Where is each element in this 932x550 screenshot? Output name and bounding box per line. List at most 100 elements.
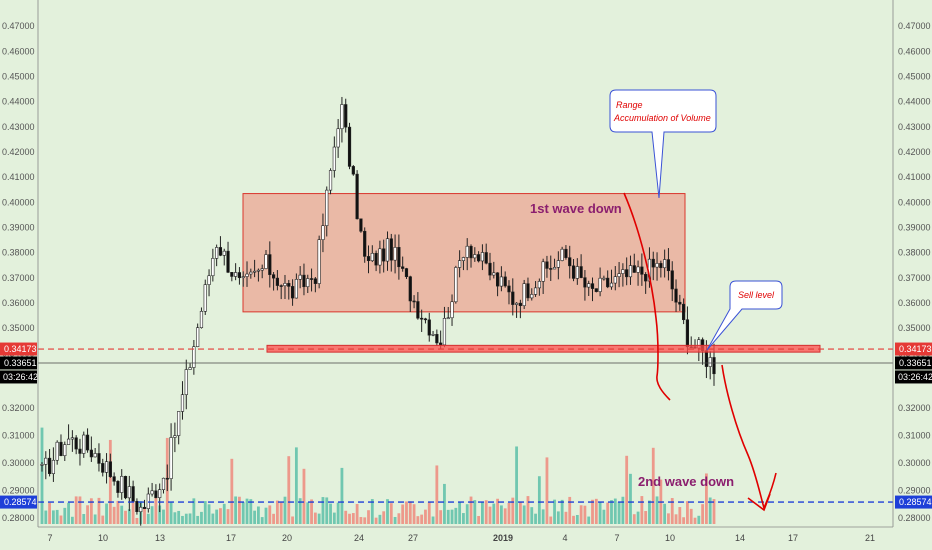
candle-body (704, 350, 709, 367)
candle-body (116, 481, 120, 493)
volume-bar (74, 496, 78, 524)
candle-body (670, 270, 674, 290)
candle-body (579, 266, 583, 278)
candle-body (533, 287, 538, 295)
candles (40, 96, 716, 526)
candle-body (522, 283, 526, 307)
candle-body (207, 275, 211, 285)
current-tag-left-text: 0.33651 (4, 358, 37, 368)
volume-bar (298, 498, 302, 524)
candle-body (85, 434, 90, 451)
volume-bar (424, 509, 427, 524)
x-tick: 21 (865, 533, 875, 543)
volume-bar (689, 508, 693, 524)
candle-body (237, 272, 242, 279)
candle-body (587, 283, 591, 288)
annotation-arrows (623, 192, 777, 512)
candle-body (682, 303, 686, 321)
volume-bar (260, 517, 264, 524)
y-tick-right: 0.44000 (898, 97, 931, 107)
volume-bar (583, 505, 587, 524)
y-tick-right: 0.39000 (898, 223, 931, 233)
y-tick-right: 0.32000 (898, 403, 931, 413)
volume-bar (59, 515, 63, 524)
candle-body (150, 490, 154, 495)
candle-body (454, 267, 458, 303)
candle-body (40, 464, 44, 466)
volume-bar (211, 513, 215, 524)
candle-body (192, 346, 196, 368)
volume-bar (450, 509, 454, 524)
candle-body (477, 254, 481, 262)
sell-level-text: Sell level (738, 290, 775, 300)
candle-body (279, 285, 283, 287)
volume-bar (44, 510, 48, 524)
y-tick-left: 0.28000 (2, 513, 35, 523)
volume-bar (93, 514, 97, 524)
volume-bar (306, 502, 310, 524)
volume-bar (481, 502, 484, 524)
candle-body (488, 262, 492, 276)
candle-body (203, 284, 207, 312)
volume-bar (420, 514, 424, 524)
candle-body (321, 225, 325, 240)
y-tick-right: 0.46000 (898, 46, 931, 56)
volume-bar (184, 513, 188, 524)
volume-bar (348, 513, 351, 524)
candle-body (344, 104, 348, 128)
volume-bar (177, 510, 181, 524)
volume-bar (89, 498, 93, 524)
current-tag-left (0, 356, 37, 370)
candle-body (158, 489, 162, 498)
y-tick-left: 0.31000 (2, 431, 35, 441)
candle-body (82, 434, 86, 454)
candle-body (226, 250, 230, 273)
volume-bar (154, 497, 158, 524)
candle-body (552, 267, 557, 270)
volume-bar (594, 498, 598, 524)
volume-bar (230, 458, 234, 524)
volume-bar (621, 496, 625, 524)
candle-body (469, 245, 473, 259)
volume-bar (325, 497, 329, 524)
current-tag-right-text: 0.33651 (899, 358, 932, 368)
x-tick: 27 (408, 533, 418, 543)
volume-bar (541, 509, 545, 524)
volume-bar (238, 496, 241, 524)
support-tag-right-text: 0.28574 (899, 497, 932, 507)
candle-body (495, 272, 500, 287)
candle-body (336, 128, 340, 148)
volume-bar (613, 498, 617, 524)
countdown-tag-left (0, 370, 37, 384)
volume-bar (386, 499, 389, 524)
volume-bar (196, 515, 200, 524)
volume-bar (70, 516, 74, 524)
volume-bar (522, 505, 526, 524)
volume-bar (686, 501, 689, 524)
y-tick-left: 0.30000 (2, 458, 35, 468)
y-tick-right: 0.42000 (898, 147, 931, 157)
candle-body (602, 277, 606, 280)
volume-bar (469, 496, 473, 524)
volume-bar (435, 465, 439, 524)
volume-bar (112, 506, 116, 524)
candle-body (211, 258, 215, 277)
volume-bar (651, 447, 655, 524)
candle-body (416, 301, 420, 319)
first-wave-arrow (623, 192, 671, 401)
volume-bar (693, 517, 697, 524)
volume-bar (503, 508, 507, 524)
candle-body (651, 258, 655, 268)
first-wave-label: 1st wave down (530, 201, 622, 216)
volume-bar (257, 506, 260, 524)
candle-body (249, 271, 253, 275)
candle-body (253, 270, 257, 273)
y-tick-left: 0.44000 (2, 97, 35, 107)
volume-bars (40, 427, 716, 524)
y-tick-right: 0.30000 (898, 458, 931, 468)
volume-bar (48, 502, 51, 524)
volume-bar (143, 508, 146, 524)
volume-bar (579, 505, 583, 524)
volume-bar (568, 496, 572, 524)
y-tick-right: 0.29000 (898, 485, 931, 495)
